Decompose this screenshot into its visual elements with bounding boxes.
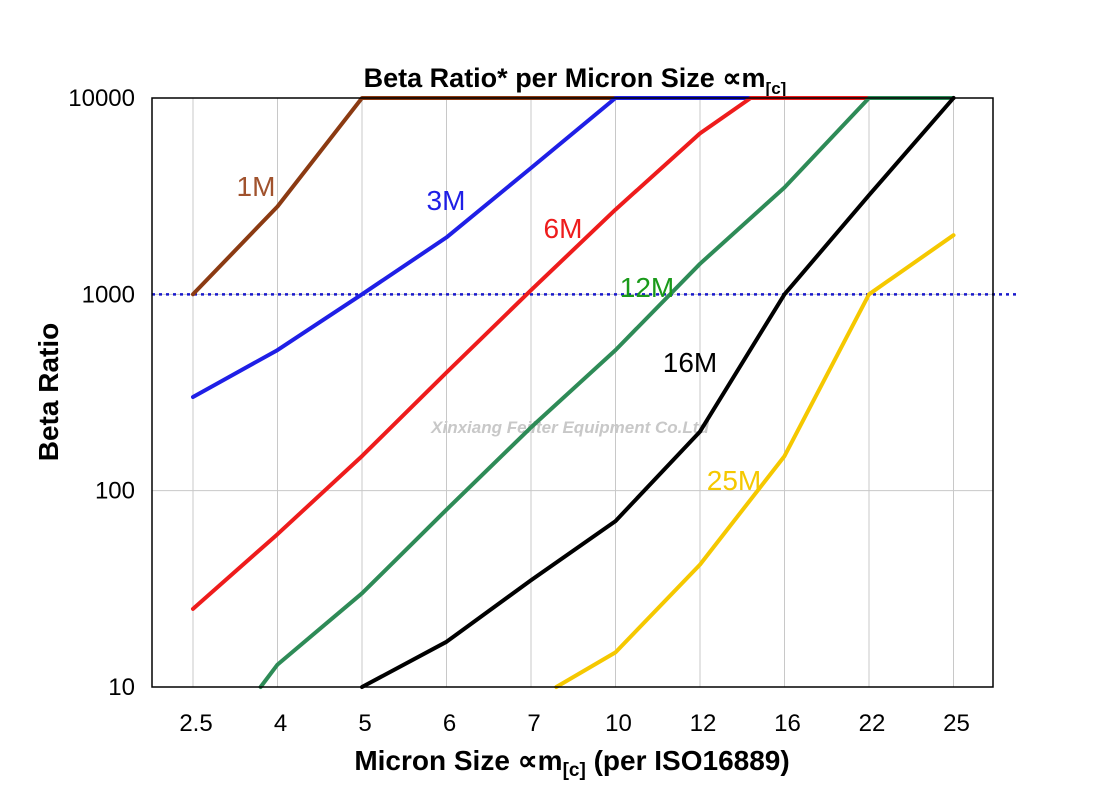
series-line-25M bbox=[554, 233, 956, 689]
x-tick-label: 12 bbox=[690, 710, 717, 737]
series-label-1M: 1M bbox=[237, 171, 276, 202]
series-line-12M bbox=[258, 96, 956, 689]
series-label-16M: 16M bbox=[663, 347, 717, 378]
grid bbox=[152, 97, 993, 688]
y-tick-label: 1000 bbox=[82, 281, 135, 308]
x-tick-labels: 2.5 4 5 6 7 10 12 16 22 25 bbox=[179, 710, 970, 737]
series-line-16M bbox=[360, 96, 956, 689]
series-label-6M: 6M bbox=[544, 213, 583, 244]
y-axis-label: Beta Ratio bbox=[33, 323, 64, 461]
x-tick-label: 2.5 bbox=[179, 710, 212, 737]
plot-border bbox=[151, 97, 994, 688]
x-tick-label: 6 bbox=[443, 710, 456, 737]
y-tick-label: 10000 bbox=[68, 85, 135, 112]
x-tick-label: 4 bbox=[274, 710, 287, 737]
chart-title: Beta Ratio* per Micron Size ∝m[c] bbox=[364, 63, 787, 98]
series-labels: 1M 3M 6M 12M 16M 25M bbox=[237, 171, 762, 496]
series-label-12M: 12M bbox=[620, 272, 674, 303]
y-tick-label: 100 bbox=[95, 478, 135, 505]
x-tick-label: 7 bbox=[527, 710, 540, 737]
x-tick-label: 22 bbox=[859, 710, 886, 737]
x-tick-label: 10 bbox=[605, 710, 632, 737]
series-label-3M: 3M bbox=[427, 185, 466, 216]
x-tick-label: 5 bbox=[358, 710, 371, 737]
x-tick-label: 25 bbox=[943, 710, 970, 737]
series-label-25M: 25M bbox=[707, 465, 761, 496]
x-axis-label: Micron Size ∝m[c] (per ISO16889) bbox=[354, 745, 789, 781]
x-tick-label: 16 bbox=[774, 710, 801, 737]
plot-frame bbox=[151, 97, 994, 688]
series-lines bbox=[191, 96, 956, 689]
watermark: Xinxiang Feilter Equipment Co.Ltd bbox=[430, 418, 709, 437]
y-tick-label: 10 bbox=[108, 674, 135, 701]
watermark-text: Xinxiang Feilter Equipment Co.Ltd bbox=[430, 418, 709, 437]
y-tick-labels: 10 100 1000 10000 bbox=[68, 85, 135, 701]
